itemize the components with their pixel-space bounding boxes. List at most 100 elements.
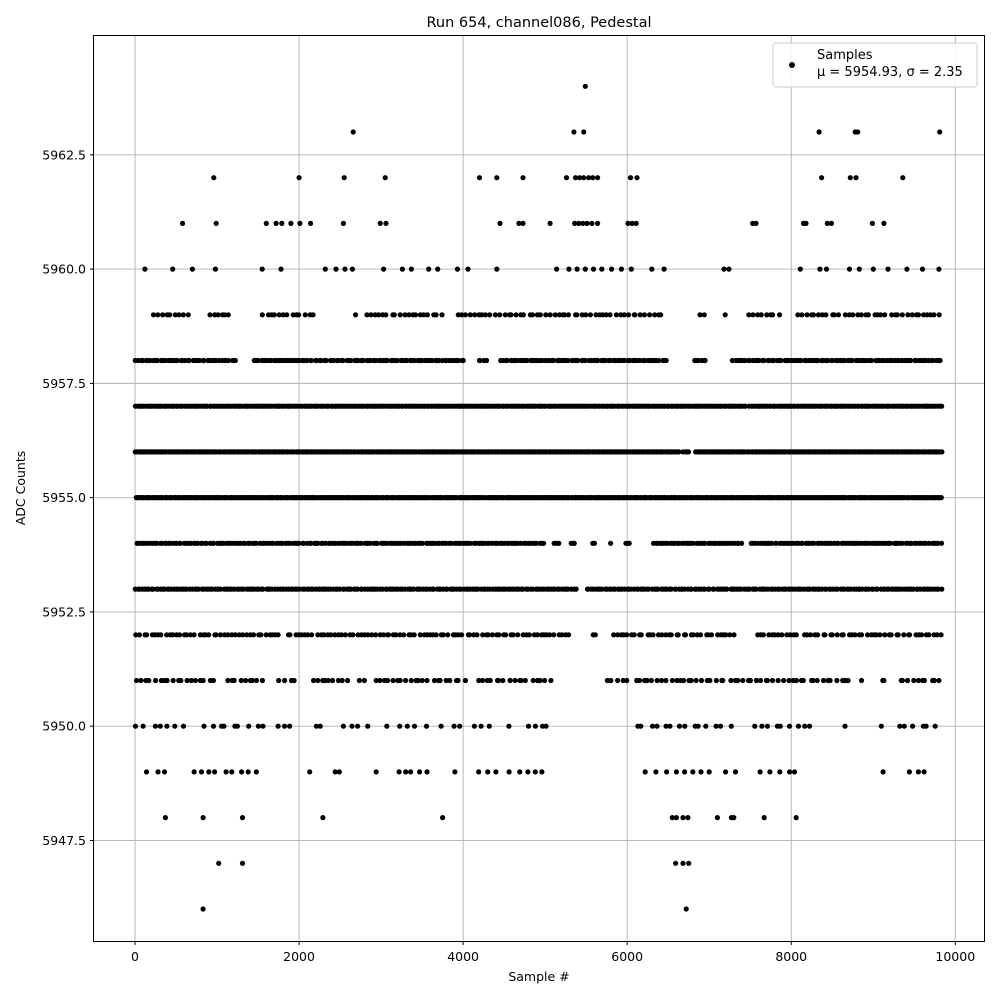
data-point (723, 632, 729, 638)
data-point (506, 723, 512, 729)
data-point (482, 312, 488, 318)
data-point (573, 586, 579, 592)
data-point (403, 677, 409, 684)
data-point (349, 723, 355, 729)
data-point (711, 586, 717, 592)
data-point (325, 677, 331, 684)
data-point (479, 677, 486, 684)
data-point (225, 357, 231, 364)
data-point (858, 677, 865, 684)
data-point (302, 312, 308, 318)
data-point (746, 312, 752, 318)
data-point (315, 632, 321, 638)
data-point (579, 312, 585, 318)
data-point (740, 677, 746, 684)
data-point (462, 677, 468, 684)
data-point (373, 632, 379, 638)
data-point (500, 677, 506, 684)
x-axis-label: Sample # (508, 969, 569, 984)
x-tick-label: 10000 (935, 949, 975, 964)
data-point (547, 220, 553, 226)
data-point (852, 632, 858, 638)
data-point (904, 266, 910, 272)
data-point (239, 860, 246, 866)
data-point (575, 357, 581, 364)
data-point (731, 632, 737, 638)
data-point (645, 586, 652, 592)
data-point (396, 769, 402, 775)
data-point (777, 723, 783, 729)
data-point (271, 312, 277, 318)
data-point (534, 632, 541, 638)
grid-lines (94, 36, 984, 941)
data-point (819, 312, 825, 318)
data-point (192, 677, 198, 684)
data-point (608, 677, 614, 684)
data-point (786, 723, 793, 729)
data-point (132, 723, 139, 729)
data-point (301, 540, 307, 546)
data-point (707, 677, 713, 684)
data-point (438, 723, 444, 729)
data-point (232, 632, 238, 638)
data-point (263, 220, 269, 226)
data-point (368, 312, 374, 318)
data-point (552, 312, 558, 318)
data-point (828, 220, 835, 226)
data-point (563, 175, 570, 181)
data-point (146, 677, 152, 684)
data-point (404, 357, 410, 364)
data-point (659, 677, 665, 684)
data-point (520, 220, 526, 226)
data-point (401, 632, 407, 638)
data-point (690, 769, 696, 775)
data-point (278, 266, 284, 272)
data-point (360, 357, 366, 364)
data-point (152, 723, 158, 729)
data-point (638, 723, 644, 729)
data-point (739, 540, 745, 546)
data-point (571, 129, 577, 135)
data-point (403, 769, 409, 775)
data-point (877, 632, 883, 638)
data-point (919, 266, 926, 272)
data-point (533, 540, 539, 546)
data-point (189, 266, 195, 272)
data-point (873, 632, 879, 638)
data-point (167, 312, 173, 318)
data-point (150, 586, 156, 592)
data-point (524, 357, 530, 364)
legend-box (772, 42, 978, 88)
data-point (777, 769, 783, 775)
data-point (735, 677, 741, 684)
data-point (702, 540, 708, 546)
data-point (855, 129, 861, 135)
data-point (587, 312, 594, 318)
data-point (472, 312, 478, 318)
data-point (150, 312, 157, 318)
data-point (829, 632, 835, 638)
data-point (607, 312, 613, 318)
data-point (698, 769, 704, 775)
data-point (423, 723, 430, 729)
data-point (383, 220, 389, 226)
data-point (495, 677, 501, 684)
data-point (834, 586, 841, 592)
sample-points (132, 83, 945, 912)
data-point (595, 175, 601, 181)
data-point (459, 632, 465, 638)
data-point (834, 677, 840, 684)
data-point (529, 312, 536, 318)
data-point (761, 357, 767, 364)
data-point (915, 677, 922, 684)
data-point (580, 220, 586, 226)
data-point (158, 632, 164, 638)
data-point (402, 312, 408, 318)
data-point (901, 632, 907, 638)
data-point (321, 632, 327, 638)
y-tick-label: 5960.0 (42, 262, 86, 277)
data-point (471, 723, 477, 729)
data-point (467, 312, 473, 318)
data-point (291, 677, 297, 684)
legend-stats: μ = 5954.93, σ = 2.35 (817, 65, 963, 80)
